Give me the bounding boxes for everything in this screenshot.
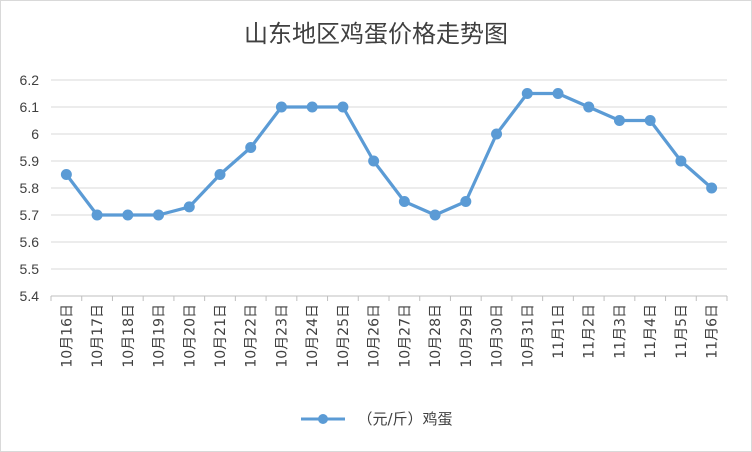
chart-title: 山东地区鸡蛋价格走势图 (244, 20, 508, 48)
x-tick-label: 10月23日 (274, 304, 290, 368)
x-tick-label: 11月3日 (612, 304, 628, 359)
x-axis: 10月16日 10月17日 10月18日 10月19日 10月20日 10月21日 10月2… (50, 296, 728, 368)
x-tick-label: 10月27日 (397, 304, 413, 368)
y-tick-label: 6 (31, 126, 39, 142)
data-point (491, 128, 503, 140)
data-point (275, 101, 287, 113)
series-line (64, 91, 714, 217)
x-tick-label: 10月29日 (459, 304, 475, 368)
data-point (306, 101, 318, 113)
x-tick-label: 10月25日 (336, 304, 352, 368)
data-point (60, 169, 72, 180)
legend-label: （元/斤）鸡蛋 (357, 410, 453, 428)
data-point (183, 201, 195, 213)
data-point (398, 196, 410, 207)
gridlines (51, 79, 727, 297)
data-point (583, 101, 595, 113)
x-tick-label: 10月24日 (305, 304, 321, 368)
x-tick-label: 10月17日 (90, 304, 106, 368)
data-point (153, 209, 165, 221)
x-tick-label: 10月21日 (213, 304, 229, 368)
legend-swatch (301, 413, 346, 424)
y-tick-label: 5.9 (20, 153, 40, 169)
x-tick-label: 10月26日 (367, 304, 383, 368)
legend: （元/斤）鸡蛋 (0, 408, 752, 429)
data-point (337, 101, 349, 113)
data-point (675, 155, 687, 167)
x-tick-label: 10月30日 (490, 304, 506, 368)
x-tick-label: 10月20日 (182, 304, 198, 368)
x-tick-label: 11月2日 (582, 304, 598, 359)
y-tick-label: 5.8 (20, 180, 40, 196)
y-tick-label: 6.1 (20, 99, 40, 115)
data-point (214, 169, 226, 180)
y-tick-label: 5.6 (20, 234, 40, 250)
x-tick-label: 10月31日 (520, 304, 536, 368)
x-tick-label: 10月16日 (59, 304, 75, 368)
data-point (429, 209, 441, 221)
data-point (122, 209, 134, 221)
y-tick-label: 5.5 (20, 261, 40, 277)
y-tick-label: 5.4 (20, 288, 40, 304)
data-point (644, 115, 656, 126)
data-point (613, 115, 625, 126)
y-tick-label: 6.2 (20, 72, 40, 88)
data-point (521, 88, 533, 99)
y-tick-label: 5.7 (20, 207, 40, 223)
x-tick-label: 11月5日 (674, 304, 690, 359)
data-point (460, 196, 472, 207)
data-point (552, 88, 564, 99)
data-point (245, 142, 257, 153)
series-layer (60, 88, 718, 221)
x-tick-label: 11月4日 (643, 304, 659, 359)
data-point (706, 182, 718, 194)
x-tick-label: 11月1日 (551, 304, 567, 359)
x-tick-label: 10月22日 (244, 304, 260, 368)
x-tick-label: 10月18日 (121, 304, 137, 368)
x-tick-label: 10月28日 (428, 304, 444, 368)
y-axis: 5.4 5.5 5.6 5.7 5.8 5.9 6 6.1 6.2 (20, 72, 40, 304)
data-point (368, 155, 380, 167)
data-point (91, 209, 103, 221)
x-tick-label: 10月19日 (152, 304, 168, 368)
x-tick-label: 11月6日 (705, 304, 721, 359)
